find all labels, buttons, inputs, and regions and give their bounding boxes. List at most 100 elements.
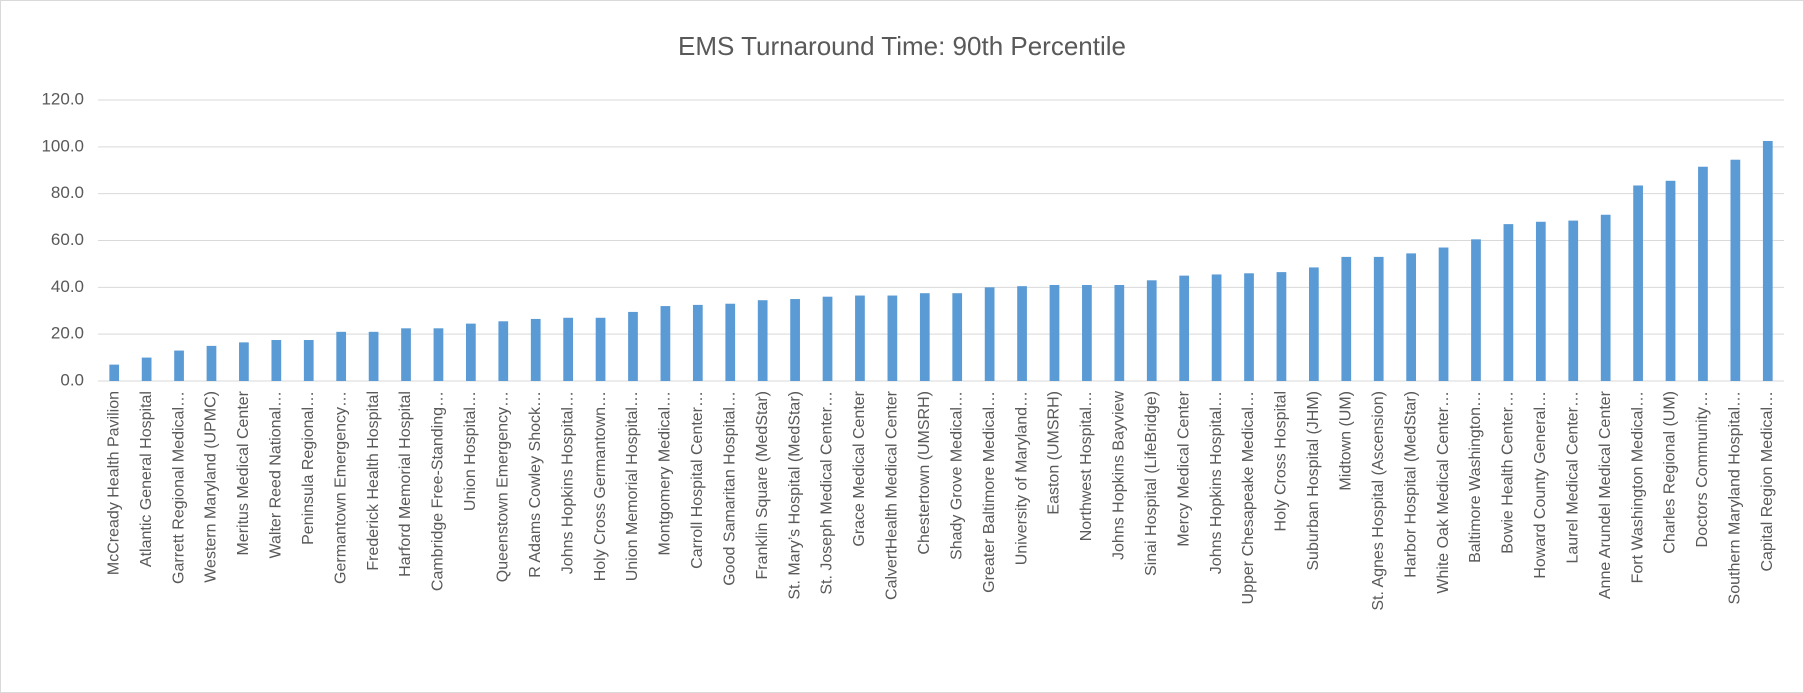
x-tick-label: Greater Baltimore Medical… <box>981 391 998 593</box>
chart-title: EMS Turnaround Time: 90th Percentile <box>678 31 1126 61</box>
bar <box>1373 256 1384 381</box>
x-tick-label: Fort Washington Medical… <box>1629 391 1646 583</box>
x-tick-label: Montgomery Medical… <box>657 391 674 556</box>
y-tick-label: 0.0 <box>60 370 84 389</box>
bar <box>660 306 671 381</box>
bar <box>725 303 736 381</box>
x-tick-label: Queenstown Emergency… <box>495 391 512 582</box>
bar <box>855 295 865 381</box>
bar <box>1146 280 1157 381</box>
x-tick-label: Howard County General… <box>1532 391 1549 579</box>
bar <box>1017 286 1027 381</box>
x-tick-label: Johns Hopkins Hospital… <box>559 391 576 574</box>
bar <box>1049 284 1060 381</box>
bar <box>109 364 120 381</box>
x-tick-label: Meritus Medical Center <box>235 390 252 555</box>
x-tick-label: Johns Hopkins Bayview <box>1111 391 1128 560</box>
x-tick-label: Shady Grove Medical… <box>948 391 965 560</box>
bar <box>368 331 379 381</box>
x-tick-label: Laurel Medical Center… <box>1564 391 1581 564</box>
bar <box>790 299 800 381</box>
bar <box>1244 273 1254 381</box>
bar <box>1762 140 1773 381</box>
x-tick-label: Holy Cross Hospital <box>1273 391 1290 531</box>
x-tick-label: Garrett Regional Medical… <box>170 391 187 584</box>
bar <box>433 328 444 381</box>
bar <box>174 350 184 381</box>
bar <box>563 317 573 381</box>
bar <box>336 331 347 381</box>
bar <box>466 323 476 381</box>
bar <box>1211 274 1222 381</box>
bar <box>1535 221 1546 381</box>
bar <box>822 296 833 381</box>
bar <box>919 293 930 381</box>
x-tick-label: Upper Chesapeake Medical… <box>1240 391 1257 604</box>
x-tick-label: Franklin Square (MedStar) <box>754 391 771 580</box>
x-tick-label: Peninsula Regional… <box>300 391 317 545</box>
bar <box>498 321 509 381</box>
bar <box>239 342 249 381</box>
x-tick-label: Holy Cross Germantown… <box>592 391 609 581</box>
x-tick-label: Sinai Hospital (LifeBridge) <box>1143 391 1160 576</box>
bar <box>1730 159 1741 381</box>
bar <box>1082 284 1092 381</box>
x-tick-label: Harford Memorial Hospital <box>397 391 414 577</box>
x-tick-label: CalvertHealth Medical Center <box>884 390 901 600</box>
x-tick-label: Charles Regional (UM) <box>1662 391 1679 554</box>
x-tick-label: Frederick Health Hospital <box>365 391 382 571</box>
x-tick-label: Doctors Community… <box>1694 391 1711 547</box>
bar <box>141 357 152 381</box>
bar <box>1698 166 1708 381</box>
bar <box>887 295 898 381</box>
bar <box>1341 256 1352 381</box>
y-tick-label: 20.0 <box>51 324 84 343</box>
x-tick-label: Southern Maryland Hospital… <box>1727 391 1744 604</box>
bar <box>1179 275 1190 381</box>
x-tick-label: Walter Reed National… <box>268 391 285 558</box>
bar <box>206 345 217 381</box>
x-tick-label: Carroll Hospital Center… <box>689 391 706 569</box>
x-tick-label: Grace Medical Center <box>851 390 868 546</box>
bar <box>530 318 541 381</box>
bar <box>952 293 963 381</box>
bar <box>984 287 995 381</box>
x-tick-label: Mercy Medical Center <box>1175 390 1192 546</box>
bar <box>1665 180 1676 381</box>
x-tick-label: University of Maryland… <box>1013 391 1030 565</box>
bar <box>692 304 703 381</box>
x-tick-label: Western Maryland (UPMC) <box>203 391 220 583</box>
x-tick-label: Northwest Hospital… <box>1078 391 1095 541</box>
x-tick-label: Suburban Hospital (JHM) <box>1305 391 1322 571</box>
x-tick-label: St. Mary’s Hospital (MedStar) <box>786 391 803 600</box>
x-tick-label: Midtown (UM) <box>1338 391 1355 491</box>
bar <box>757 300 768 381</box>
x-tick-label: Good Samaritan Hospital… <box>721 391 738 586</box>
bar <box>1309 267 1319 381</box>
x-tick-label: Harbor Hospital (MedStar) <box>1402 391 1419 578</box>
x-tick-label: McCready Health Pavilion <box>105 391 122 575</box>
x-tick-label: Capital Region Medical… <box>1759 391 1776 572</box>
x-tick-label: Baltimore Washington… <box>1467 391 1484 563</box>
bar <box>303 340 314 381</box>
bar <box>628 311 638 381</box>
y-tick-label: 100.0 <box>41 136 84 155</box>
x-tick-label: Chestertown (UMSRH) <box>916 391 933 555</box>
bar <box>1600 214 1611 381</box>
x-tick-label: Bowie Health Center… <box>1500 391 1517 554</box>
x-tick-label: Johns Hopkins Hospital… <box>1208 391 1225 574</box>
bar <box>1276 272 1287 381</box>
y-tick-label: 60.0 <box>51 230 84 249</box>
bar <box>1633 185 1643 381</box>
bar <box>1406 253 1416 381</box>
x-tick-label: Union Hospital… <box>462 391 479 511</box>
y-tick-label: 40.0 <box>51 277 84 296</box>
bar <box>401 328 411 381</box>
x-tick-label: White Oak Medical Center… <box>1435 391 1452 594</box>
y-tick-label: 80.0 <box>51 183 84 202</box>
x-tick-label: St. Joseph Medical Center… <box>819 391 836 595</box>
y-tick-label: 120.0 <box>41 89 84 108</box>
bar <box>1114 284 1125 381</box>
